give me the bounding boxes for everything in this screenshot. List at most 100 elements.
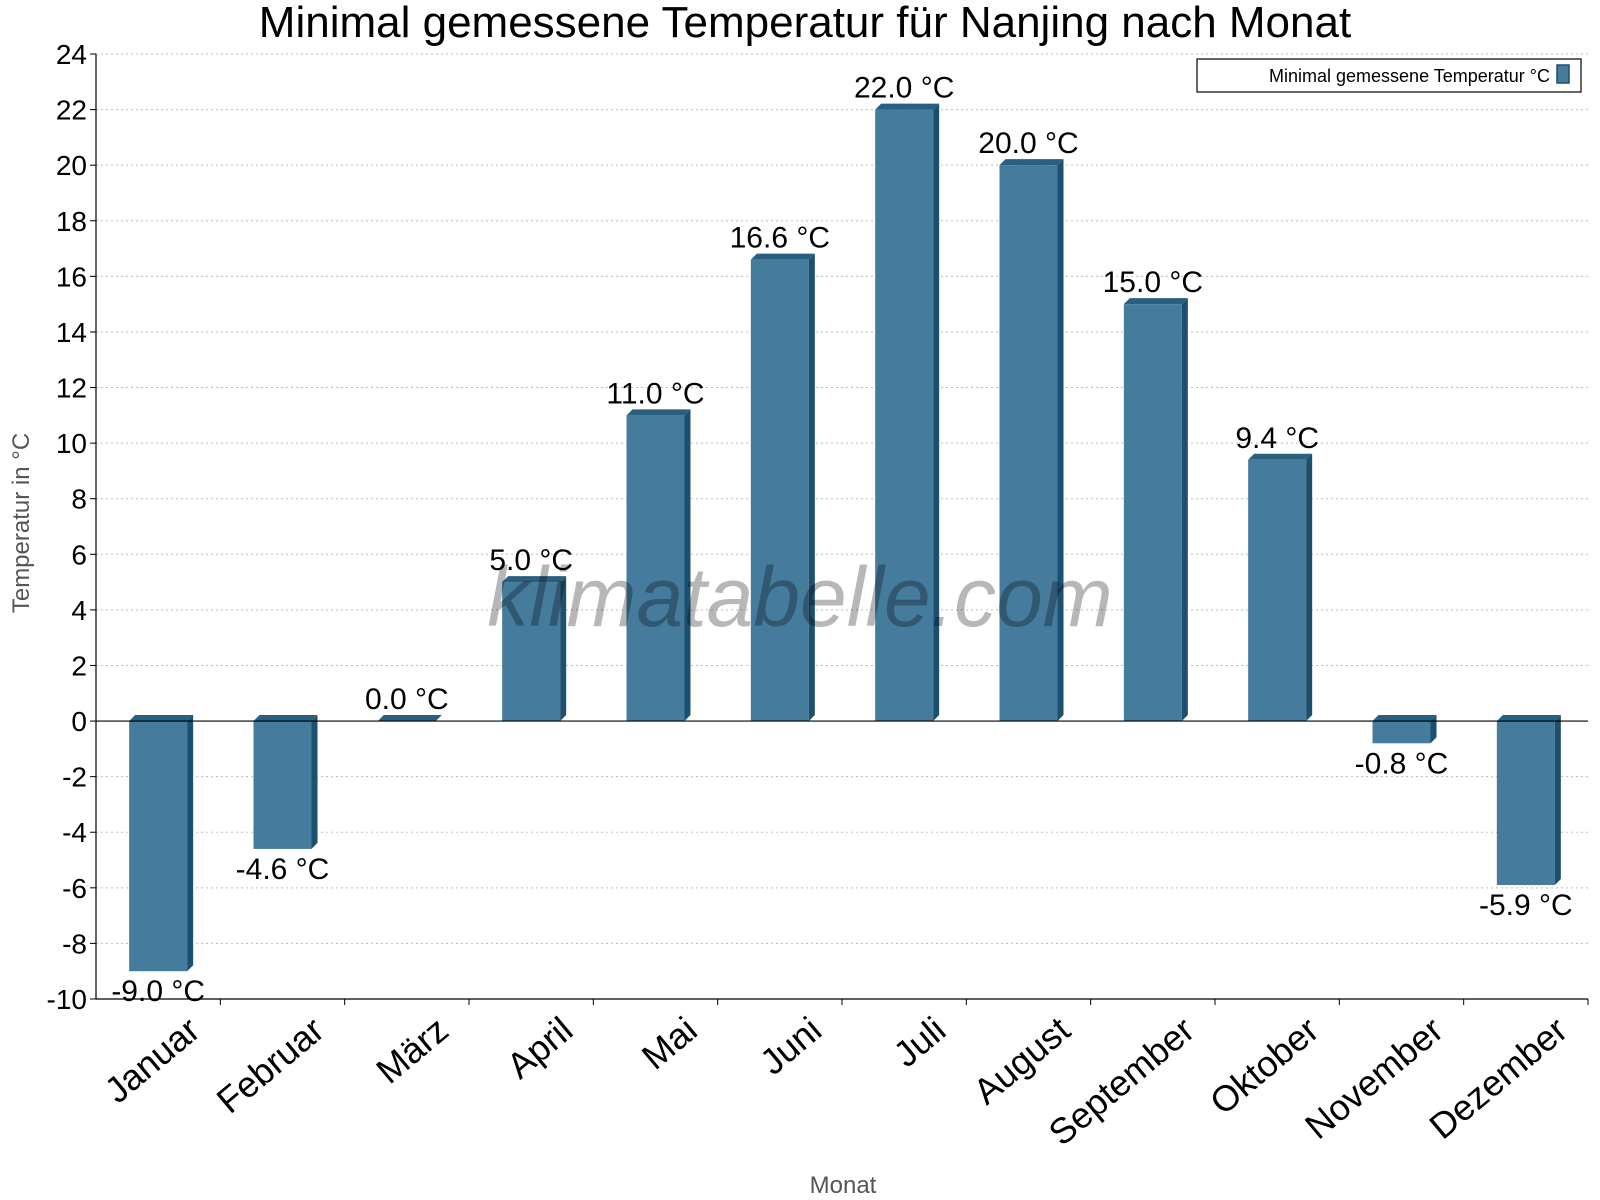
x-tick-label: August [965,1009,1077,1112]
bar-august [999,159,1064,722]
bar-april [502,576,567,722]
bar-top [502,576,567,583]
bar-top [750,253,815,260]
bar-märz [377,715,442,722]
bar-front [1496,721,1555,886]
data-label: 11.0 °C [606,377,704,410]
bar-top [129,715,194,722]
y-tick-label: 10 [56,428,87,459]
y-tick-label: -4 [62,817,87,848]
y-axis-label: Temperatur in °C [8,433,35,613]
bar-top [253,715,318,722]
bar-front [1123,304,1182,722]
x-tick-label: Juni [752,1009,829,1083]
data-label: 20.0 °C [978,127,1078,160]
bar-front [129,721,188,972]
bar-side [560,576,567,722]
x-tick-label: April [499,1009,581,1087]
bar-front [626,415,685,722]
y-tick-label: 4 [71,595,87,626]
x-tick-label: Juli [886,1009,954,1075]
legend-box [1196,58,1582,93]
bar-mai [626,409,691,722]
bar-front [1372,721,1431,744]
bar-side [684,409,691,722]
y-tick-label: 16 [56,261,87,292]
data-label: 5.0 °C [489,544,573,577]
y-tick-label: -6 [62,873,87,904]
bar-front [1248,459,1307,722]
bar-front [750,259,809,722]
data-label: 22.0 °C [854,72,954,105]
bar-oktober [1248,453,1313,722]
x-axis-label: Monat [810,1172,877,1199]
bar-top [1123,298,1188,305]
bar-side [1430,715,1437,744]
x-tick-labels: Januar Februar März April Mai Juni Juli AugustS… [97,1009,1575,1154]
legend-swatch [1556,64,1570,84]
bar-side [1306,453,1313,722]
x-tick-label: November [1297,1009,1451,1147]
bar-side [1554,715,1561,886]
bar-november [1372,715,1437,744]
bar-side [933,103,940,722]
y-tick-label: 22 [56,95,87,126]
y-tick-label: 2 [71,650,87,681]
y-tick-label: 20 [56,150,87,181]
data-label: 16.6 °C [730,222,830,255]
bar-top [626,409,691,416]
bar-februar [253,715,318,849]
y-tick-label: 0 [71,706,87,737]
data-label: -9.0 °C [111,975,205,1008]
bar-top [875,103,940,110]
x-tick-label: Dezember [1421,1009,1575,1147]
bar-side [187,715,194,972]
bar-side [808,253,815,722]
bar-juli [875,103,940,722]
x-tick-label: Januar [97,1009,208,1111]
x-tick-label: Mai [634,1009,705,1078]
legend-entry-label: Minimal gemessene Temperatur °C [1269,66,1550,86]
bar-top [1372,715,1437,722]
watermark: klimatabelle.com [487,550,1113,644]
legend: Minimal gemessene Temperatur °C [1196,58,1582,93]
data-label: 9.4 °C [1235,422,1319,455]
bar-front [999,165,1058,722]
y-tick-label: -8 [62,928,87,959]
y-tick-label: 6 [71,539,87,570]
bar-side [1181,298,1188,722]
y-tick-label: 8 [71,484,87,515]
data-label: -4.6 °C [236,853,330,886]
chart-title: Minimal gemessene Temperatur für Nanjing… [259,0,1351,47]
data-label: -5.9 °C [1479,889,1573,922]
bar-side [1057,159,1064,722]
bar-front [875,109,934,722]
x-tick-label: März [368,1009,456,1092]
bar-side [311,715,318,849]
data-label: -0.8 °C [1355,747,1449,780]
bar-september [1123,298,1188,722]
bar-top [377,715,442,722]
bar-front [502,582,561,722]
data-label: 0.0 °C [365,683,449,716]
data-label: 15.0 °C [1103,266,1203,299]
bar-januar [129,715,194,972]
bar-top [1496,715,1561,722]
bar-top [999,159,1064,166]
bar-top [1248,453,1313,460]
x-tick-label: Februar [209,1009,332,1121]
y-tick-label: 24 [56,39,87,70]
bar-front [253,721,312,849]
y-tick-label: -2 [62,762,87,793]
y-tick-label: 18 [56,206,87,237]
y-tick-label: 14 [56,317,87,348]
bar-juni [750,253,815,722]
y-tick-label: 12 [56,373,87,404]
bar-dezember [1496,715,1561,886]
y-tick-label: -10 [47,984,87,1015]
data-labels: -9.0 °C -4.6 °C 0.0 °C 5.0 °C 11.0 °C 16.6 °C… [111,72,1572,1009]
bars [129,103,1561,972]
axes [95,54,1589,1005]
